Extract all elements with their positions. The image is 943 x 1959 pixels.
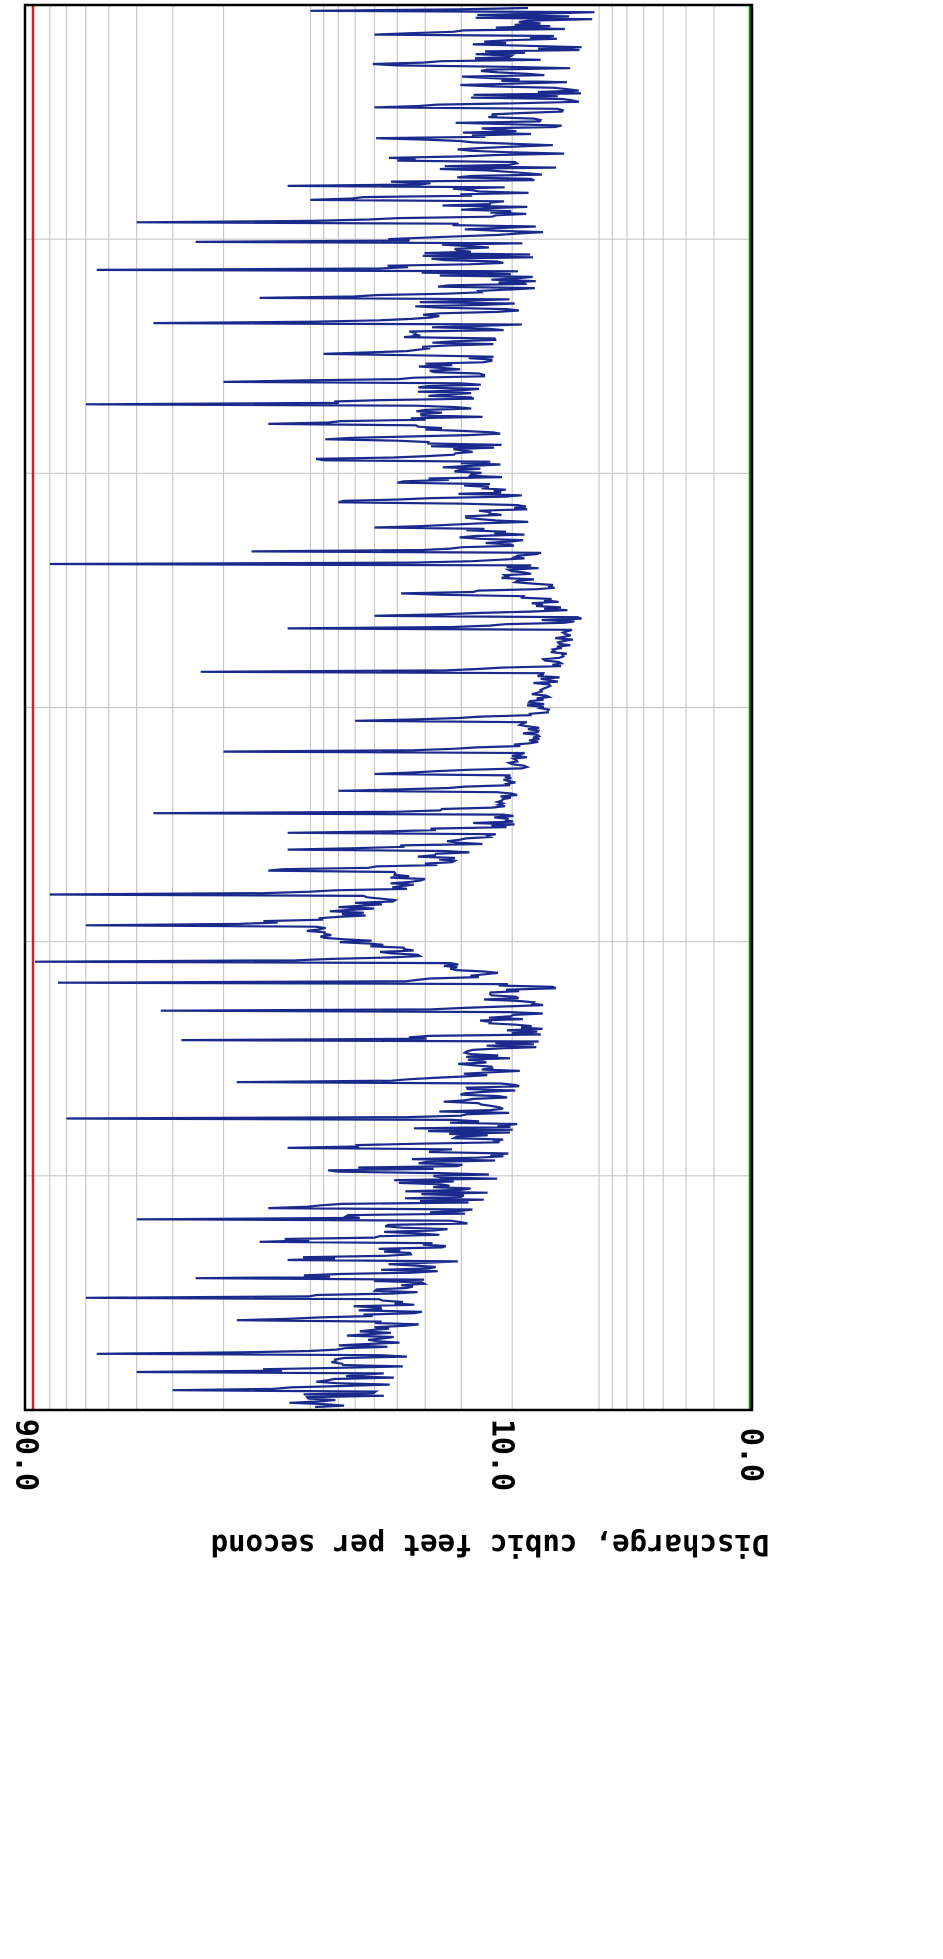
discharge-series-line <box>34 6 595 1409</box>
reference-lines <box>31 5 752 1410</box>
y-tick-label: 90.0 <box>9 1419 44 1491</box>
grid <box>25 5 752 1410</box>
series-layer <box>34 6 595 1409</box>
y-tick-label: 0.0 <box>734 1428 769 1482</box>
y-axis-title: Discharge, cubic feet per second <box>211 1528 770 1562</box>
plot-frame <box>23 3 754 1412</box>
y-tick-labels: 90.0 10.0 0.0 <box>9 1419 769 1491</box>
y-tick-label: 10.0 <box>485 1419 520 1491</box>
